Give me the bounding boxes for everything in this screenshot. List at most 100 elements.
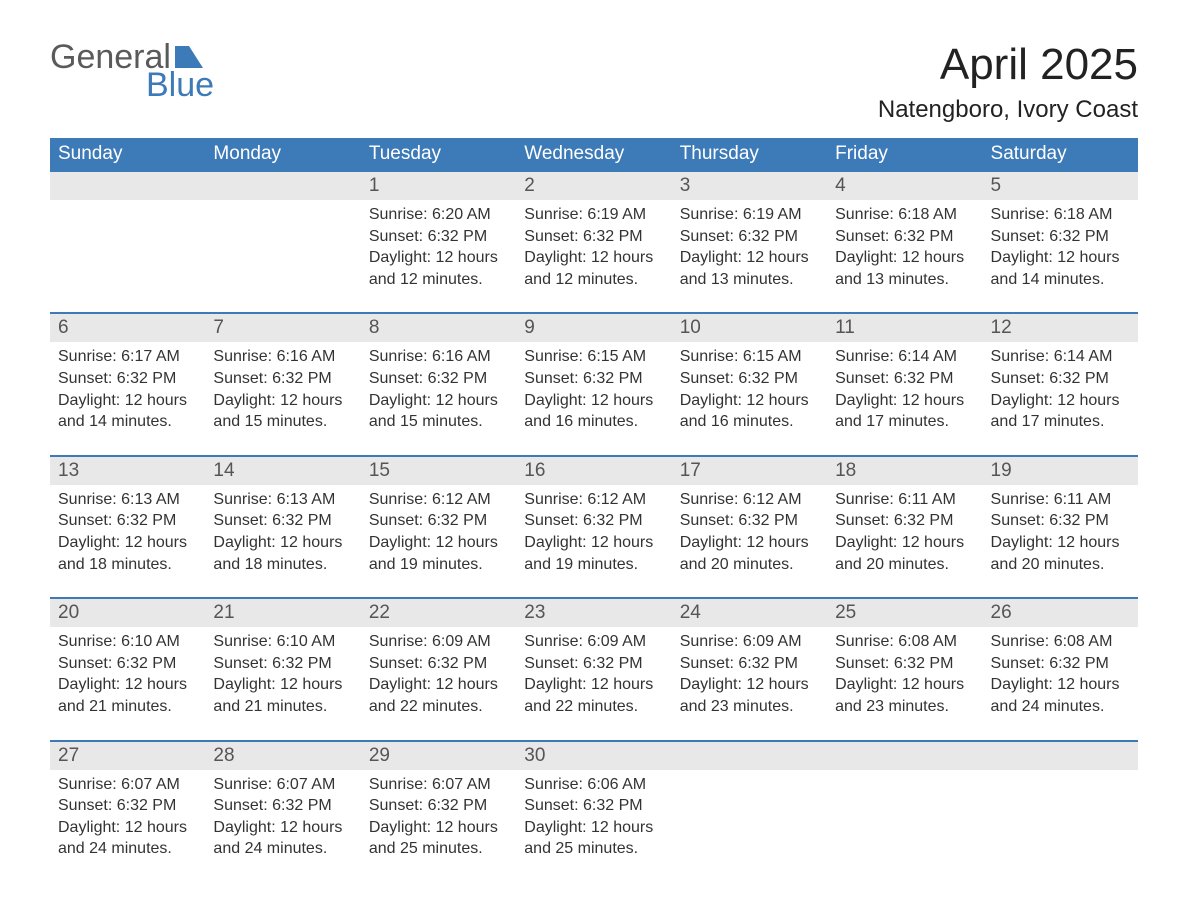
sunrise-value: 6:18 AM	[898, 206, 957, 223]
sunrise-value: 6:07 AM	[121, 776, 180, 793]
calendar-day-cell: 15Sunrise: 6:12 AMSunset: 6:32 PMDayligh…	[361, 456, 516, 598]
sunrise-label: Sunrise:	[680, 348, 739, 365]
sunrise-value: 6:09 AM	[432, 633, 491, 650]
day-details: Sunrise: 6:15 AMSunset: 6:32 PMDaylight:…	[516, 342, 671, 432]
day-details: Sunrise: 6:12 AMSunset: 6:32 PMDaylight:…	[672, 485, 827, 575]
sunset-value: 6:32 PM	[272, 655, 332, 672]
day-detail-line: Sunset: 6:32 PM	[991, 653, 1130, 675]
day-number: 14	[205, 457, 360, 485]
sunset-label: Sunset:	[58, 370, 112, 387]
sunrise-label: Sunrise:	[991, 633, 1050, 650]
day-detail-line: Sunset: 6:32 PM	[991, 510, 1130, 532]
day-number: 2	[516, 172, 671, 200]
calendar-day-cell: 10Sunrise: 6:15 AMSunset: 6:32 PMDayligh…	[672, 313, 827, 455]
day-detail-line: Sunrise: 6:12 AM	[680, 489, 819, 511]
day-detail-line: Sunset: 6:32 PM	[58, 368, 197, 390]
sunrise-value: 6:08 AM	[1054, 633, 1113, 650]
sunrise-value: 6:15 AM	[587, 348, 646, 365]
day-detail-line: Sunrise: 6:07 AM	[213, 774, 352, 796]
day-details: Sunrise: 6:09 AMSunset: 6:32 PMDaylight:…	[516, 627, 671, 717]
sunrise-value: 6:09 AM	[743, 633, 802, 650]
sunset-label: Sunset:	[835, 228, 889, 245]
day-detail-line: Sunrise: 6:19 AM	[524, 204, 663, 226]
day-number-empty	[827, 742, 982, 770]
calendar-week-row: 27Sunrise: 6:07 AMSunset: 6:32 PMDayligh…	[50, 741, 1138, 882]
day-detail-line: Daylight: 12 hours and 16 minutes.	[524, 390, 663, 433]
calendar-table: SundayMondayTuesdayWednesdayThursdayFrid…	[50, 138, 1138, 882]
day-detail-line: Sunrise: 6:12 AM	[524, 489, 663, 511]
day-detail-line: Daylight: 12 hours and 12 minutes.	[369, 247, 508, 290]
day-detail-line: Sunset: 6:32 PM	[213, 510, 352, 532]
calendar-day-cell: 14Sunrise: 6:13 AMSunset: 6:32 PMDayligh…	[205, 456, 360, 598]
day-detail-line: Sunrise: 6:16 AM	[369, 346, 508, 368]
logo-word2: Blue	[50, 68, 214, 102]
calendar-day-cell: 20Sunrise: 6:10 AMSunset: 6:32 PMDayligh…	[50, 598, 205, 740]
day-detail-line: Daylight: 12 hours and 17 minutes.	[991, 390, 1130, 433]
sunset-label: Sunset:	[680, 228, 734, 245]
daylight-label: Daylight:	[524, 819, 586, 836]
sunset-value: 6:32 PM	[583, 370, 643, 387]
sunrise-label: Sunrise:	[213, 776, 272, 793]
day-detail-line: Sunset: 6:32 PM	[524, 795, 663, 817]
day-details: Sunrise: 6:06 AMSunset: 6:32 PMDaylight:…	[516, 770, 671, 860]
sunrise-label: Sunrise:	[369, 633, 428, 650]
daylight-label: Daylight:	[835, 676, 897, 693]
calendar-day-cell	[983, 741, 1138, 882]
sunrise-value: 6:10 AM	[277, 633, 336, 650]
sunset-label: Sunset:	[680, 512, 734, 529]
day-detail-line: Sunrise: 6:14 AM	[835, 346, 974, 368]
day-detail-line: Sunrise: 6:10 AM	[58, 631, 197, 653]
day-number: 9	[516, 314, 671, 342]
calendar-day-cell: 12Sunrise: 6:14 AMSunset: 6:32 PMDayligh…	[983, 313, 1138, 455]
day-number: 20	[50, 599, 205, 627]
day-detail-line: Sunset: 6:32 PM	[213, 368, 352, 390]
sunset-label: Sunset:	[524, 512, 578, 529]
day-number: 15	[361, 457, 516, 485]
day-detail-line: Daylight: 12 hours and 24 minutes.	[58, 817, 197, 860]
day-number: 29	[361, 742, 516, 770]
day-detail-line: Sunrise: 6:13 AM	[213, 489, 352, 511]
sunset-value: 6:32 PM	[428, 797, 488, 814]
sunset-value: 6:32 PM	[428, 370, 488, 387]
sunset-label: Sunset:	[213, 370, 267, 387]
day-details: Sunrise: 6:11 AMSunset: 6:32 PMDaylight:…	[827, 485, 982, 575]
day-detail-line: Sunset: 6:32 PM	[680, 226, 819, 248]
sunset-value: 6:32 PM	[117, 655, 177, 672]
day-details: Sunrise: 6:09 AMSunset: 6:32 PMDaylight:…	[672, 627, 827, 717]
sunset-label: Sunset:	[369, 797, 423, 814]
day-number-empty	[983, 742, 1138, 770]
calendar-day-cell: 1Sunrise: 6:20 AMSunset: 6:32 PMDaylight…	[361, 171, 516, 313]
sunset-value: 6:32 PM	[894, 370, 954, 387]
day-detail-line: Sunset: 6:32 PM	[213, 795, 352, 817]
daylight-label: Daylight:	[213, 392, 275, 409]
day-details: Sunrise: 6:07 AMSunset: 6:32 PMDaylight:…	[361, 770, 516, 860]
day-number: 6	[50, 314, 205, 342]
day-detail-line: Sunset: 6:32 PM	[524, 226, 663, 248]
sunrise-value: 6:06 AM	[587, 776, 646, 793]
sunset-label: Sunset:	[524, 797, 578, 814]
sunrise-label: Sunrise:	[213, 348, 272, 365]
day-details: Sunrise: 6:14 AMSunset: 6:32 PMDaylight:…	[983, 342, 1138, 432]
sunset-value: 6:32 PM	[583, 228, 643, 245]
day-detail-line: Sunset: 6:32 PM	[369, 653, 508, 675]
day-detail-line: Daylight: 12 hours and 16 minutes.	[680, 390, 819, 433]
day-detail-line: Sunrise: 6:19 AM	[680, 204, 819, 226]
day-detail-line: Daylight: 12 hours and 23 minutes.	[835, 674, 974, 717]
sunset-label: Sunset:	[58, 797, 112, 814]
sunrise-value: 6:13 AM	[277, 491, 336, 508]
daylight-label: Daylight:	[369, 819, 431, 836]
calendar-day-cell: 13Sunrise: 6:13 AMSunset: 6:32 PMDayligh…	[50, 456, 205, 598]
day-details: Sunrise: 6:17 AMSunset: 6:32 PMDaylight:…	[50, 342, 205, 432]
sunset-label: Sunset:	[58, 655, 112, 672]
daylight-label: Daylight:	[369, 392, 431, 409]
day-details: Sunrise: 6:10 AMSunset: 6:32 PMDaylight:…	[50, 627, 205, 717]
flag-icon	[175, 46, 209, 68]
calendar-day-cell: 29Sunrise: 6:07 AMSunset: 6:32 PMDayligh…	[361, 741, 516, 882]
sunrise-value: 6:15 AM	[743, 348, 802, 365]
calendar-week-row: 6Sunrise: 6:17 AMSunset: 6:32 PMDaylight…	[50, 313, 1138, 455]
sunrise-label: Sunrise:	[369, 348, 428, 365]
day-detail-line: Daylight: 12 hours and 14 minutes.	[58, 390, 197, 433]
sunrise-label: Sunrise:	[524, 348, 583, 365]
day-detail-line: Daylight: 12 hours and 18 minutes.	[58, 532, 197, 575]
day-number: 24	[672, 599, 827, 627]
